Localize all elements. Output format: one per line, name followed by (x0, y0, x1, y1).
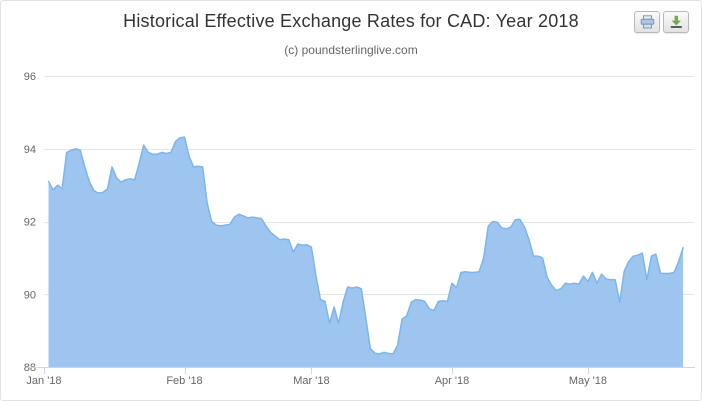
y-axis-label: 90 (24, 289, 36, 301)
series-line[interactable] (47, 136, 684, 355)
printer-icon (640, 15, 654, 29)
y-axis-label: 94 (24, 144, 36, 156)
y-axis-label: 96 (24, 71, 36, 83)
download-chart-button[interactable] (663, 11, 689, 33)
series-area-fill[interactable] (48, 137, 684, 367)
download-icon (670, 15, 682, 28)
chart-title: Historical Effective Exchange Rates for … (123, 11, 579, 31)
x-axis-label: Jan '18 (26, 375, 61, 387)
x-axis-label: May '18 (569, 375, 607, 387)
y-axis-label: 92 (24, 217, 36, 229)
export-toolbar (634, 11, 689, 33)
x-axis-label: Mar '18 (293, 375, 329, 387)
x-axis-label: Feb '18 (166, 375, 202, 387)
x-axis-label: Apr '18 (435, 375, 470, 387)
chart-subtitle: (c) poundsterlinglive.com (284, 43, 418, 57)
print-chart-button[interactable] (634, 11, 660, 33)
